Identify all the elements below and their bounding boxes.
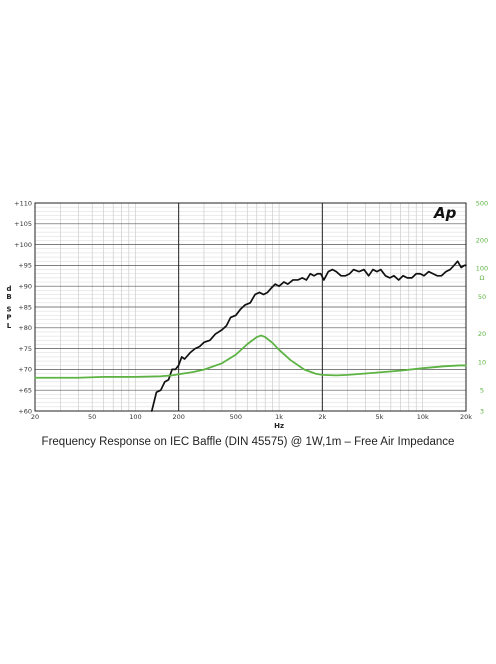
- grid-major: [35, 202, 466, 412]
- spl-curve: [150, 260, 467, 412]
- y-tick-label: +70: [18, 366, 32, 374]
- y-tick-label: +110: [14, 199, 32, 207]
- x-tick-label: 50: [88, 413, 96, 421]
- y-tick-label: +85: [18, 303, 32, 311]
- y2-tick-label: 5: [480, 387, 484, 395]
- x-tick-labels: 20 50 100 200 500 1k 2k 5k 10k 20k: [31, 413, 472, 421]
- y-tick-label: +105: [14, 220, 32, 228]
- y2-tick-label: 500: [476, 199, 488, 207]
- y-tick-label: +90: [18, 283, 32, 291]
- y-tick-label: +60: [18, 407, 32, 415]
- y2-tick-label: 100: [476, 265, 488, 273]
- x-tick-label: 200: [172, 413, 184, 421]
- y-tick-label: +75: [18, 345, 32, 353]
- y-tick-label: +65: [18, 387, 32, 395]
- impedance-curve: [34, 334, 467, 379]
- ap-logo: Ap: [433, 204, 457, 222]
- x-axis-label: Hz: [274, 422, 284, 430]
- y2-tick-label: 20: [478, 330, 486, 338]
- y2-tick-label: 50: [478, 293, 486, 301]
- y-axis-label-char: P: [6, 314, 11, 322]
- x-tick-label: 5k: [376, 413, 384, 421]
- x-tick-label: 500: [230, 413, 242, 421]
- x-tick-label: 20k: [460, 413, 472, 421]
- y2-tick-label: 3: [480, 407, 484, 415]
- y-axis-label-char: B: [6, 293, 11, 301]
- y-tick-labels: +60 +65 +70 +75 +80 +85 +90 +95 +100 +105 +110: [14, 199, 32, 415]
- y-axis-label-char: d: [6, 285, 11, 293]
- y-tick-label: +80: [18, 324, 32, 332]
- y2-axis-label: Ω: [480, 274, 485, 282]
- x-tick-label: 1k: [275, 413, 283, 421]
- plot-frame: [34, 202, 467, 412]
- chart-caption: Frequency Response on IEC Baffle (DIN 45…: [41, 436, 455, 448]
- x-tick-label: 100: [129, 413, 141, 421]
- x-tick-label: 10k: [417, 413, 429, 421]
- y2-tick-labels: 3 5 10 20 50 100 200 500: [476, 199, 488, 415]
- y-tick-label: +100: [14, 241, 32, 249]
- series-lines: [34, 260, 467, 412]
- x-tick-label: 20: [31, 413, 39, 421]
- y2-tick-label: 200: [476, 237, 488, 245]
- x-tick-label: 2k: [318, 413, 326, 421]
- y2-tick-label: 10: [478, 358, 486, 366]
- y-axis-label-char: L: [7, 322, 12, 330]
- y-tick-label: +95: [18, 262, 32, 270]
- y-axis-label-char: S: [6, 305, 11, 313]
